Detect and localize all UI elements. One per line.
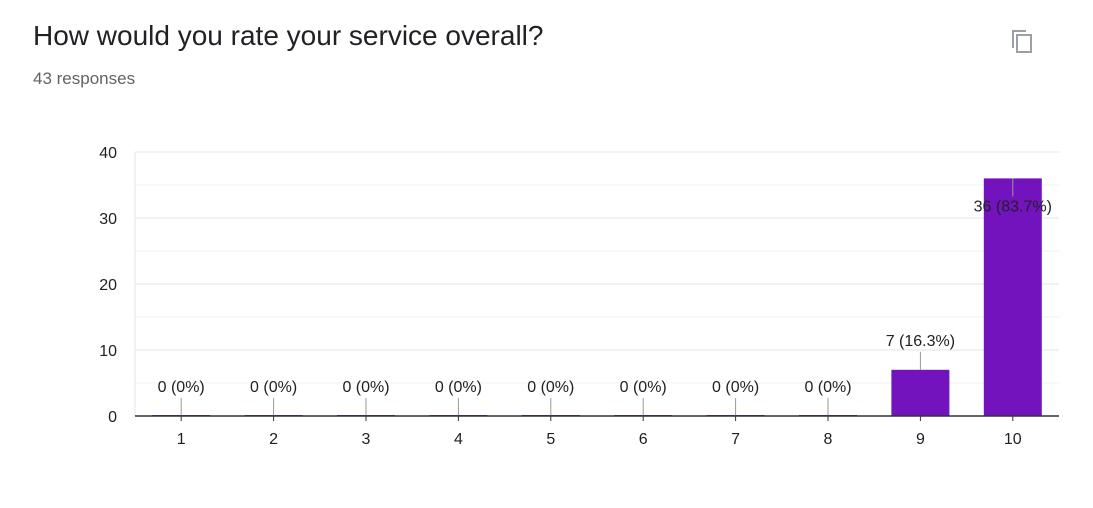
data-label: 0 (0%) xyxy=(342,379,389,396)
x-tick-label: 3 xyxy=(362,431,371,448)
y-tick-label: 0 xyxy=(108,409,117,426)
x-tick-label: 10 xyxy=(1004,431,1022,448)
x-tick-label: 9 xyxy=(916,431,925,448)
x-tick-label: 8 xyxy=(824,431,833,448)
data-label: 0 (0%) xyxy=(804,379,851,396)
data-label: 36 (83.7%) xyxy=(974,198,1052,215)
y-tick-label: 20 xyxy=(99,277,117,294)
data-label: 0 (0%) xyxy=(158,379,205,396)
data-label: 7 (16.3%) xyxy=(886,333,955,350)
data-label: 0 (0%) xyxy=(527,379,574,396)
copy-icon xyxy=(1012,30,1032,53)
x-tick-label: 7 xyxy=(731,431,740,448)
x-tick-label: 2 xyxy=(269,431,278,448)
copy-chart-button[interactable] xyxy=(1006,24,1040,58)
y-tick-label: 40 xyxy=(99,145,117,162)
data-label: 0 (0%) xyxy=(712,379,759,396)
x-tick-label: 6 xyxy=(639,431,648,448)
x-tick-label: 4 xyxy=(454,431,463,448)
bar xyxy=(983,178,1042,416)
x-tick-label: 5 xyxy=(546,431,555,448)
chart-title: How would you rate your service overall? xyxy=(33,20,544,51)
bar xyxy=(891,369,950,416)
x-tick-label: 1 xyxy=(177,431,186,448)
data-label: 0 (0%) xyxy=(435,379,482,396)
y-tick-label: 30 xyxy=(99,211,117,228)
data-label: 0 (0%) xyxy=(250,379,297,396)
data-label: 0 (0%) xyxy=(620,379,667,396)
response-count: 43 responses xyxy=(33,69,136,88)
y-tick-label: 10 xyxy=(99,343,117,360)
